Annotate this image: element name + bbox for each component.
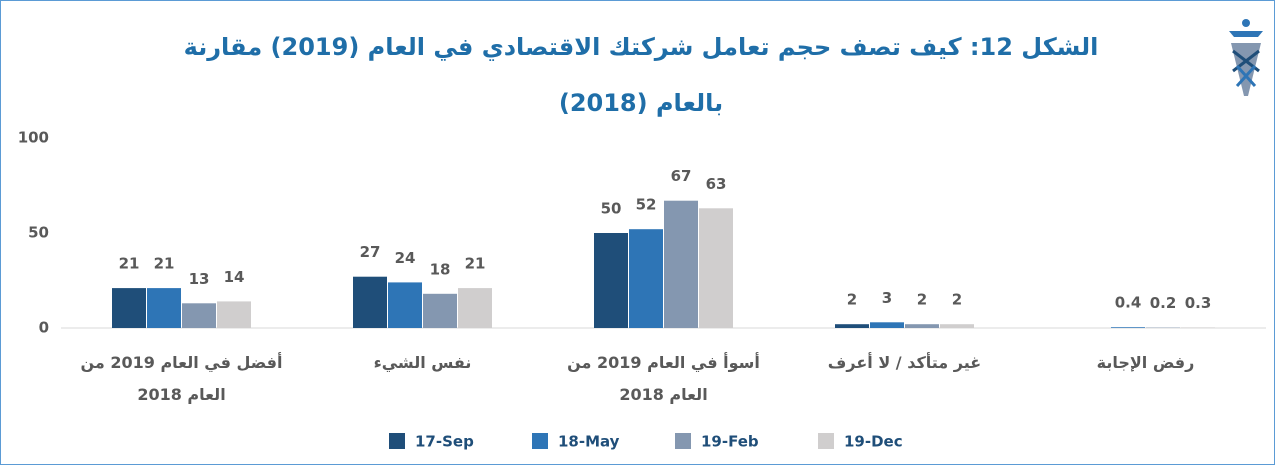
legend-label: 19-Feb <box>701 433 759 451</box>
bar <box>835 324 869 328</box>
bar <box>388 282 422 328</box>
value-label: 67 <box>671 167 692 185</box>
x-tick-label: رفض الإجابة <box>1096 353 1195 372</box>
x-tick-label: غير متأكد / لا أعرف <box>827 353 982 372</box>
value-label: 18 <box>430 260 451 278</box>
value-label: 21 <box>465 255 486 273</box>
bar <box>629 229 663 328</box>
bar <box>112 288 146 328</box>
legend-swatch <box>675 433 691 449</box>
legend-swatch <box>818 433 834 449</box>
y-tick-label: 50 <box>28 224 49 242</box>
y-tick-label: 0 <box>39 319 49 337</box>
value-label: 27 <box>360 243 381 261</box>
bar <box>940 324 974 328</box>
value-label: 24 <box>395 249 416 267</box>
value-label: 2 <box>952 291 962 309</box>
value-label: 0.3 <box>1185 294 1212 312</box>
value-label: 52 <box>636 196 657 214</box>
legend-label: 18-May <box>558 433 620 451</box>
value-label: 2 <box>847 291 857 309</box>
bar <box>664 200 698 328</box>
value-label: 21 <box>119 255 140 273</box>
x-tick-label: أسوأ في العام 2019 من العام 2018 <box>567 353 760 404</box>
value-label: 3 <box>882 289 892 307</box>
bar <box>699 208 733 328</box>
bar <box>217 301 251 328</box>
value-label: 2 <box>917 291 927 309</box>
chart-title: الشكل 12: كيف تصف حجم تعامل شركتك الاقتص… <box>183 33 1099 117</box>
value-label: 63 <box>706 175 727 193</box>
bar <box>594 233 628 328</box>
bar <box>1111 327 1145 328</box>
bar <box>182 303 216 328</box>
legend-swatch <box>389 433 405 449</box>
value-label: 13 <box>189 270 210 288</box>
bar <box>458 288 492 328</box>
bar <box>870 322 904 328</box>
value-label: 0.4 <box>1115 294 1142 312</box>
logo <box>1229 19 1263 96</box>
bar <box>423 293 457 328</box>
legend-label: 19-Dec <box>844 433 903 451</box>
x-tick-label: أفضل في العام 2019 من العام 2018 <box>80 353 283 404</box>
bar <box>1181 327 1215 328</box>
value-label: 50 <box>601 200 622 218</box>
bar <box>905 324 939 328</box>
x-tick-label: نفس الشيء <box>373 353 472 372</box>
value-label: 21 <box>154 255 175 273</box>
legend-label: 17-Sep <box>415 433 474 451</box>
legend-swatch <box>532 433 548 449</box>
y-tick-label: 100 <box>18 129 49 147</box>
value-label: 0.2 <box>1150 294 1177 312</box>
bar <box>353 276 387 328</box>
value-label: 14 <box>224 268 245 286</box>
bar <box>147 288 181 328</box>
